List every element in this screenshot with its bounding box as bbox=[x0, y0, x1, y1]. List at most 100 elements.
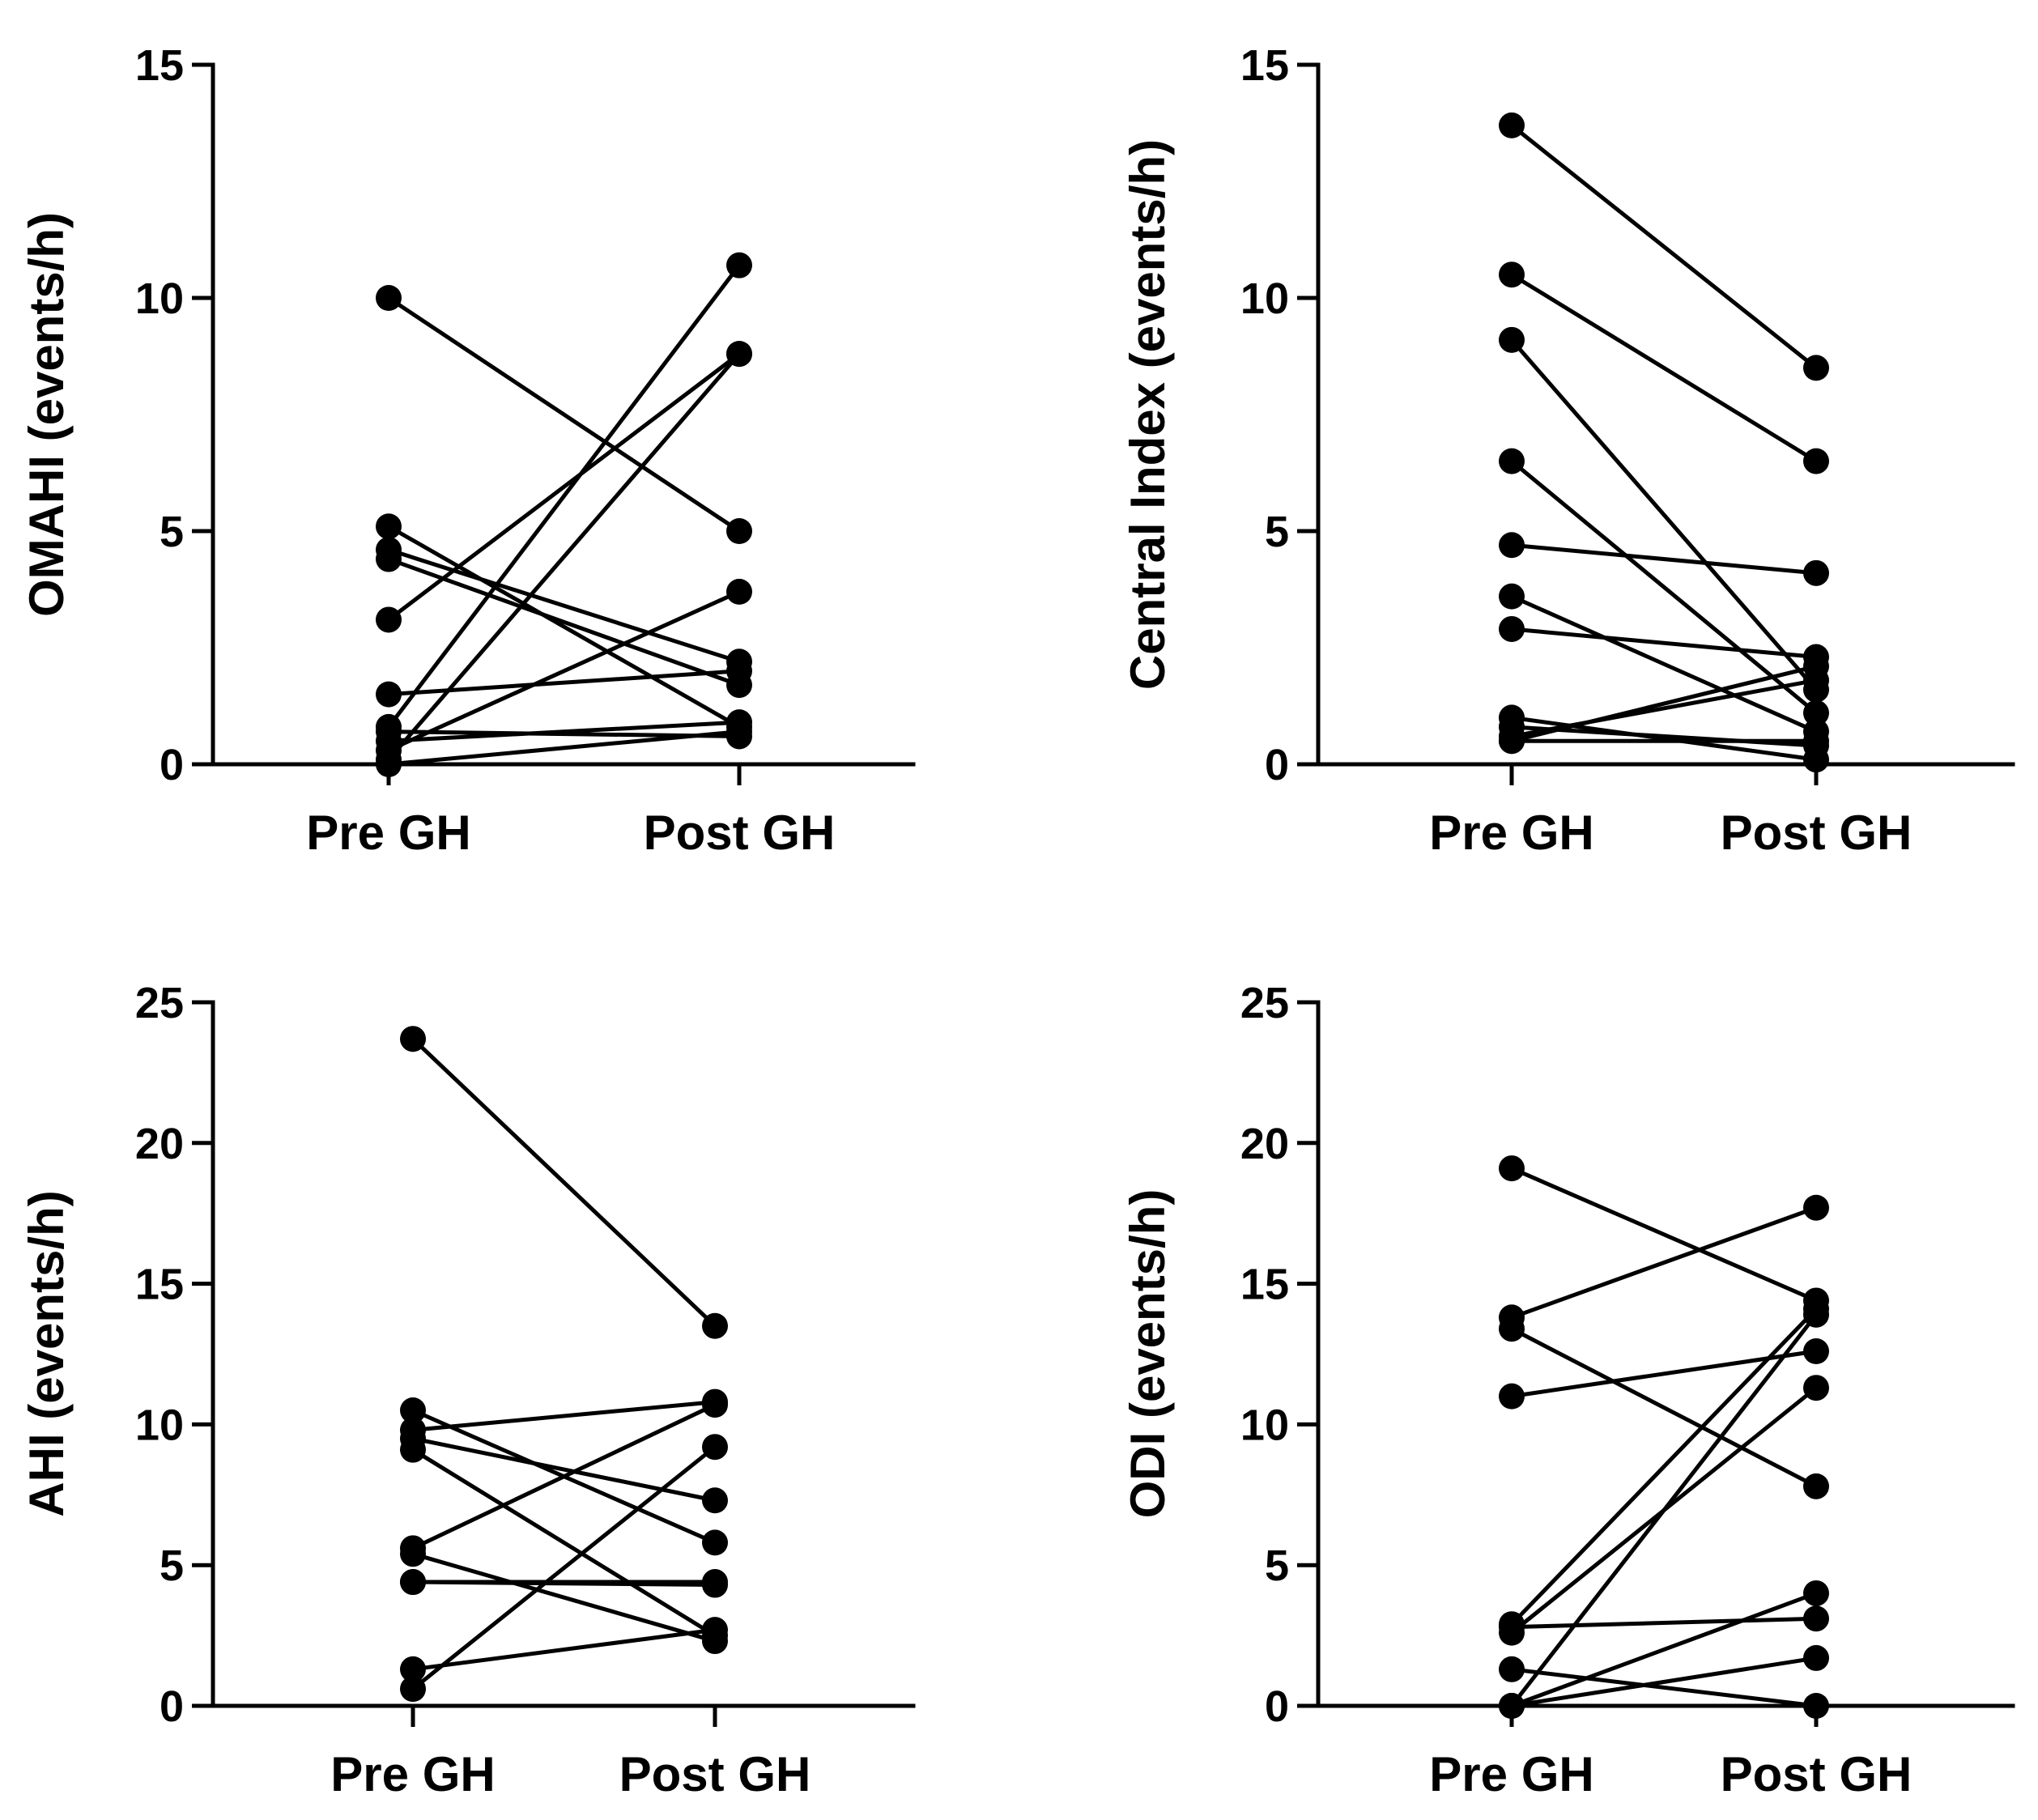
post-gh-point bbox=[1803, 355, 1829, 381]
x-label-post-gh: Post GH bbox=[1721, 1747, 1912, 1801]
subject-line bbox=[1511, 664, 1817, 743]
pre-gh-point bbox=[1499, 583, 1525, 610]
y-tick-label: 20 bbox=[1240, 1120, 1289, 1168]
post-gh-point bbox=[702, 1392, 728, 1418]
subject-line bbox=[1510, 123, 1818, 370]
pre-gh-point bbox=[400, 1026, 426, 1052]
post-gh-point bbox=[1803, 1580, 1829, 1606]
pre-gh-point bbox=[376, 513, 402, 540]
y-tick-label: 10 bbox=[1240, 274, 1289, 323]
y-tick-label: 10 bbox=[1240, 1401, 1289, 1449]
x-label-pre-gh: Pre GH bbox=[330, 1747, 495, 1801]
subject-line bbox=[412, 1551, 716, 1644]
post-gh-point bbox=[702, 1312, 728, 1339]
post-gh-point bbox=[1803, 1693, 1829, 1719]
post-gh-point bbox=[1803, 1194, 1829, 1221]
subject-line bbox=[1511, 1667, 1817, 1708]
pre-gh-point bbox=[1499, 112, 1525, 138]
subject-line bbox=[411, 1402, 717, 1550]
pre-gh-point bbox=[1499, 262, 1525, 288]
subject-line bbox=[1510, 459, 1818, 715]
subject-line bbox=[411, 1448, 717, 1638]
x-label-pre-gh: Pre GH bbox=[306, 806, 470, 860]
pre-gh-point bbox=[1499, 728, 1525, 755]
post-gh-point bbox=[726, 341, 752, 368]
post-gh-point bbox=[726, 578, 752, 605]
y-axis-title: AHI (events/h) bbox=[19, 1190, 74, 1516]
y-tick-label: 0 bbox=[160, 1682, 184, 1731]
y-tick-label: 0 bbox=[160, 741, 184, 789]
post-gh-point bbox=[702, 1529, 728, 1556]
post-gh-point bbox=[702, 1434, 728, 1461]
y-axis-title: ODI (events/h) bbox=[1121, 1189, 1175, 1519]
y-tick-label: 5 bbox=[160, 508, 184, 556]
post-gh-point bbox=[1803, 1605, 1829, 1632]
subject-line bbox=[1510, 1326, 1818, 1489]
x-label-post-gh: Post GH bbox=[1721, 806, 1912, 860]
subject-line bbox=[388, 729, 740, 767]
subject-line bbox=[1511, 542, 1817, 576]
subject-line bbox=[388, 720, 740, 743]
pre-gh-point bbox=[1499, 1619, 1525, 1646]
subject-line bbox=[412, 1627, 716, 1672]
y-tick-label: 15 bbox=[1240, 41, 1289, 90]
post-gh-point bbox=[1803, 653, 1829, 680]
y-tick-label: 5 bbox=[160, 1541, 184, 1590]
subject-line bbox=[388, 557, 740, 687]
pre-gh-point bbox=[1499, 1656, 1525, 1682]
y-tick-label: 5 bbox=[1265, 1541, 1289, 1590]
pre-gh-point bbox=[1499, 532, 1525, 559]
subject-line bbox=[387, 525, 741, 729]
y-tick-label: 10 bbox=[135, 274, 184, 323]
subject-line bbox=[387, 352, 741, 761]
chart-panel-4: 0 5 10 15 20 25 Pre GH Post GH ODI (events/h) bbox=[1121, 979, 2015, 1801]
pre-gh-point bbox=[376, 606, 402, 633]
subject-line bbox=[388, 669, 740, 697]
pre-gh-point bbox=[400, 1676, 426, 1703]
subject-line bbox=[1510, 273, 1818, 463]
post-gh-point bbox=[1803, 1473, 1829, 1499]
x-label-pre-gh: Pre GH bbox=[1429, 1747, 1593, 1801]
y-tick-label: 15 bbox=[1240, 1261, 1289, 1309]
x-label-post-gh: Post GH bbox=[644, 806, 836, 860]
pre-gh-point bbox=[1499, 615, 1525, 642]
post-gh-point bbox=[1803, 728, 1829, 755]
pre-gh-point bbox=[400, 1569, 426, 1596]
y-tick-label: 0 bbox=[1265, 1682, 1289, 1731]
x-label-post-gh: Post GH bbox=[619, 1747, 811, 1801]
subject-line bbox=[387, 589, 741, 752]
y-tick-label: 5 bbox=[1265, 508, 1289, 556]
y-tick-label: 15 bbox=[135, 41, 184, 90]
post-gh-point bbox=[1803, 1644, 1829, 1671]
pre-gh-point bbox=[376, 751, 402, 777]
x-label-pre-gh: Pre GH bbox=[1429, 806, 1593, 860]
subject-line bbox=[1511, 715, 1817, 762]
subject-line bbox=[1510, 1308, 1818, 1626]
subject-line bbox=[1511, 627, 1817, 660]
y-tick-label: 10 bbox=[135, 1401, 184, 1449]
pre-gh-point bbox=[400, 1436, 426, 1463]
post-gh-point bbox=[726, 657, 752, 684]
subject-line bbox=[412, 1400, 716, 1432]
chart-panel-1: 0 5 10 15 Pre GH Post GH OMAHI (events/h) bbox=[19, 41, 916, 860]
chart-panel-2: 0 5 10 15 Pre GH Post GH Central Index (events… bbox=[1121, 41, 2015, 860]
post-gh-point bbox=[1803, 700, 1829, 726]
subject-line bbox=[387, 352, 741, 622]
y-axis-title: OMAHI (events/h) bbox=[19, 212, 74, 617]
subject-line bbox=[1511, 1166, 1817, 1303]
post-gh-point bbox=[1803, 448, 1829, 474]
post-gh-point bbox=[1803, 1301, 1829, 1328]
subject-line bbox=[412, 1580, 716, 1588]
subject-line bbox=[411, 1037, 717, 1328]
y-tick-label: 25 bbox=[1240, 979, 1289, 1027]
pre-gh-point bbox=[1499, 448, 1525, 474]
post-gh-point bbox=[702, 1617, 728, 1644]
pre-gh-point bbox=[1499, 1383, 1525, 1410]
subject-line bbox=[387, 264, 741, 729]
post-gh-point bbox=[726, 518, 752, 544]
pre-gh-point bbox=[400, 1397, 426, 1424]
pre-gh-point bbox=[400, 1656, 426, 1682]
pre-gh-point bbox=[376, 285, 402, 311]
post-gh-point bbox=[702, 1487, 728, 1514]
